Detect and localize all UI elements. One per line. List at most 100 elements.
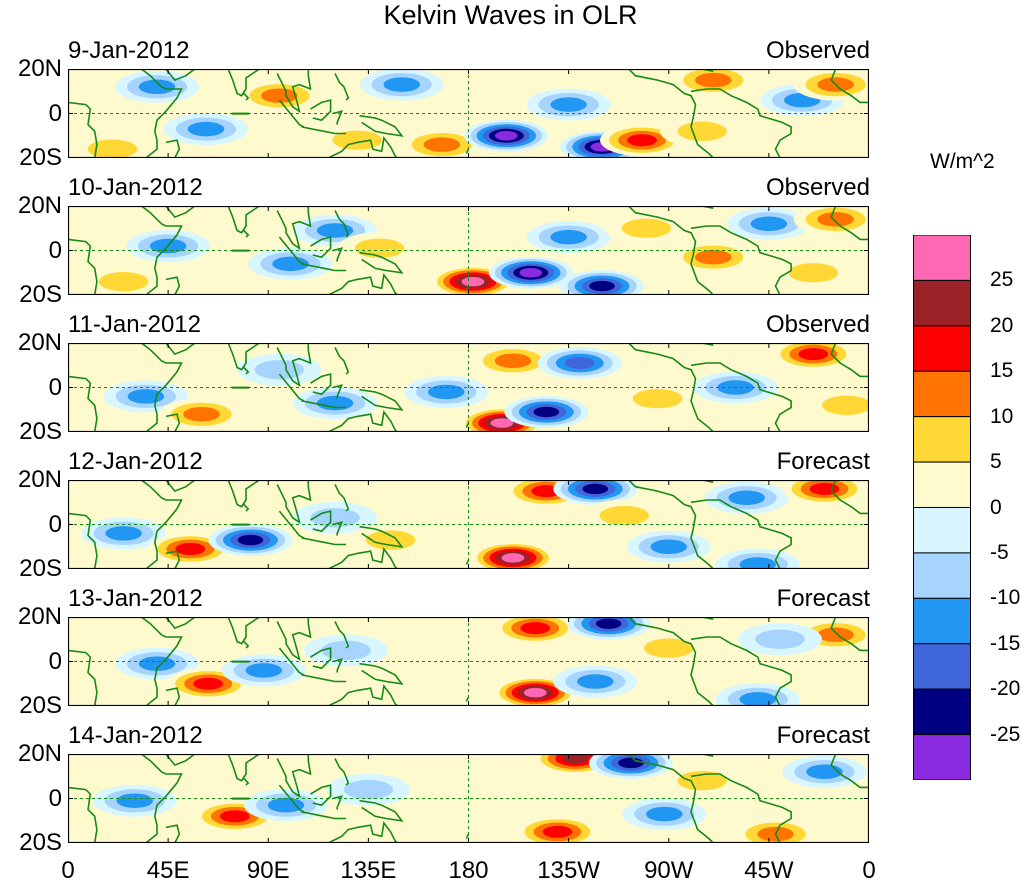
coastline bbox=[243, 366, 250, 375]
coastline bbox=[359, 525, 404, 548]
positive-anomaly bbox=[660, 115, 745, 148]
map-panel: 12-Jan-2012 Forecast bbox=[68, 449, 870, 569]
colorbar-level-label: -5 bbox=[990, 540, 1009, 564]
latitude-label: 20N bbox=[17, 55, 62, 82]
contour-level bbox=[423, 137, 461, 152]
negative-anomaly bbox=[208, 524, 293, 557]
contour-level bbox=[183, 406, 220, 422]
coastline bbox=[243, 777, 250, 786]
latitude-label: 0 bbox=[48, 784, 62, 812]
colorbar-level-label: 25 bbox=[990, 268, 1014, 292]
coastline bbox=[227, 343, 260, 371]
negative-anomaly bbox=[464, 119, 549, 152]
panel-date: 9-Jan-2012 bbox=[68, 37, 190, 64]
contour-level bbox=[138, 79, 176, 95]
map-panel: 13-Jan-2012 Forecast bbox=[68, 586, 870, 706]
coastline bbox=[332, 110, 344, 125]
negative-anomaly bbox=[163, 113, 248, 146]
contour-level bbox=[542, 825, 573, 838]
colorbar-level-label: -15 bbox=[990, 631, 1021, 655]
contour-level bbox=[739, 692, 776, 706]
positive-anomaly bbox=[348, 524, 433, 557]
colorbar-swatch bbox=[913, 325, 971, 372]
map-panel: 11-Jan-2012 Observed bbox=[68, 312, 870, 432]
coastline bbox=[673, 343, 714, 346]
contour-level bbox=[817, 627, 854, 643]
coastline bbox=[276, 206, 312, 251]
contour-level bbox=[321, 640, 371, 661]
coastline bbox=[227, 69, 260, 97]
coastline bbox=[359, 799, 404, 822]
colorbar-level-label: 5 bbox=[990, 450, 1002, 474]
panel-status: Forecast bbox=[776, 722, 870, 749]
positive-anomaly bbox=[793, 69, 869, 101]
coastline bbox=[227, 617, 260, 645]
negative-anomaly bbox=[115, 647, 199, 680]
contour-level bbox=[237, 534, 264, 546]
olr-anomaly-field bbox=[68, 480, 869, 569]
contour-level bbox=[644, 638, 694, 658]
negative-anomaly bbox=[588, 754, 673, 779]
coastline bbox=[165, 139, 181, 158]
coastline bbox=[334, 484, 350, 512]
contour-level bbox=[383, 77, 420, 92]
contour-level bbox=[428, 384, 465, 400]
latitude-label: 20S bbox=[19, 144, 62, 171]
coastline bbox=[301, 537, 347, 546]
contour-level bbox=[523, 687, 547, 698]
contour-level bbox=[798, 348, 829, 361]
coastline bbox=[278, 373, 305, 402]
contour-level bbox=[332, 130, 382, 150]
coastline bbox=[690, 636, 792, 706]
positive-anomaly bbox=[671, 69, 756, 97]
panel-date: 14-Jan-2012 bbox=[68, 722, 203, 749]
longitude-tick-label: 0 bbox=[862, 857, 876, 884]
positive-anomaly bbox=[399, 128, 484, 158]
positive-anomaly bbox=[771, 343, 856, 371]
coastline bbox=[830, 69, 869, 104]
positive-anomaly bbox=[626, 632, 711, 665]
coastline bbox=[830, 480, 869, 515]
coastline bbox=[830, 754, 869, 789]
panel-status: Observed bbox=[765, 311, 870, 338]
coastline bbox=[278, 784, 305, 813]
coastline bbox=[140, 343, 183, 432]
latitude-label: 20S bbox=[19, 281, 62, 308]
coastline bbox=[165, 687, 181, 706]
coastline bbox=[140, 617, 183, 706]
contour-level bbox=[343, 779, 394, 800]
coastline bbox=[628, 754, 714, 843]
olr-anomaly-field bbox=[68, 69, 869, 158]
olr-anomaly-field bbox=[68, 206, 869, 295]
longitude-tick-label: 0 bbox=[61, 857, 75, 884]
contour-level bbox=[632, 388, 683, 409]
coastline bbox=[690, 88, 792, 158]
negative-anomaly bbox=[715, 548, 800, 569]
contour-level bbox=[354, 238, 405, 258]
colorbar bbox=[913, 235, 971, 780]
contour-level bbox=[193, 677, 224, 690]
coastline bbox=[276, 754, 312, 799]
coastline bbox=[140, 206, 183, 295]
negative-anomaly bbox=[626, 530, 711, 563]
coastline bbox=[310, 99, 332, 122]
coastline bbox=[243, 503, 250, 512]
panel-status: Observed bbox=[765, 174, 870, 201]
coastline bbox=[673, 206, 714, 209]
negative-anomaly bbox=[504, 395, 589, 428]
coastline bbox=[332, 247, 344, 262]
contour-level bbox=[595, 618, 622, 629]
coastline bbox=[68, 238, 98, 295]
positive-anomaly bbox=[159, 398, 244, 431]
contour-level bbox=[650, 539, 687, 554]
colorbar-swatch bbox=[913, 643, 971, 690]
contour-level bbox=[175, 542, 206, 555]
coastline bbox=[278, 647, 305, 676]
colorbar-swatch bbox=[913, 597, 971, 645]
negative-anomaly bbox=[782, 755, 867, 788]
positive-anomaly bbox=[315, 124, 400, 157]
olr-anomaly-field bbox=[68, 617, 869, 706]
positive-anomaly bbox=[237, 79, 322, 112]
coastline bbox=[165, 824, 181, 843]
latitude-label: 0 bbox=[48, 99, 62, 127]
